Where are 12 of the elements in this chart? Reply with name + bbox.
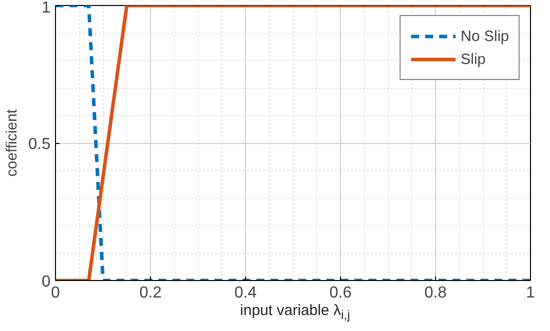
legend-label: Slip: [460, 50, 486, 68]
x-tick-label: 1: [526, 284, 536, 302]
y-tick-label: 0.5: [28, 136, 51, 153]
y-tick-label: 1: [42, 0, 51, 16]
y-tick-label: 0: [42, 274, 51, 290]
y-axis-title: coefficient: [3, 108, 20, 177]
x-tick-label: 0.8: [424, 284, 447, 302]
x-tick-label: 0.6: [329, 284, 352, 302]
x-tick-label: 0.4: [234, 284, 257, 302]
x-tick-label: 0.2: [139, 284, 162, 302]
x-axis-title: input variable λ$_{i,j}$: [240, 301, 350, 324]
legend-label: No Slip: [460, 28, 509, 44]
